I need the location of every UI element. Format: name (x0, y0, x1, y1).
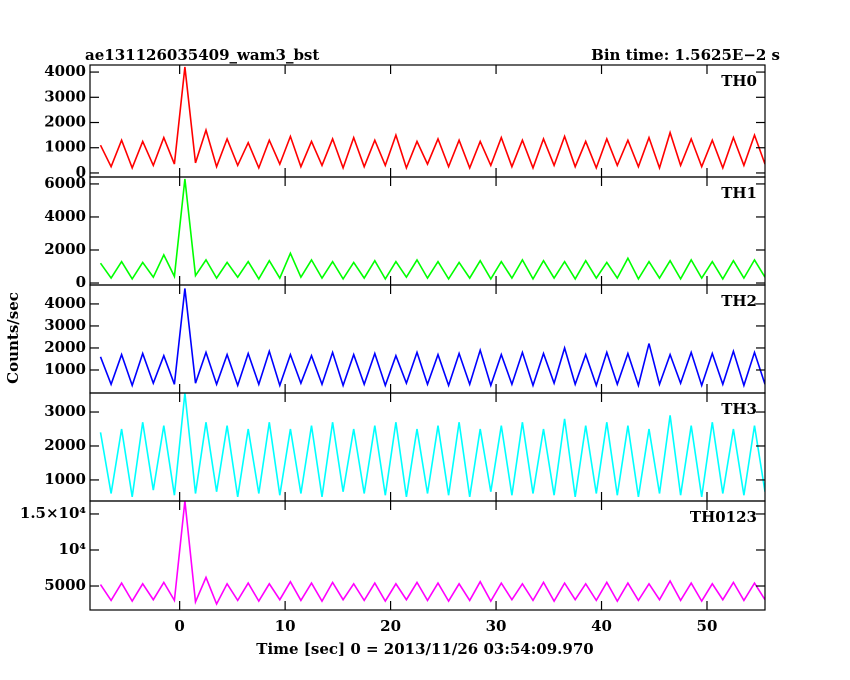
y-tick-label: 2000 (44, 338, 86, 356)
y-tick-label: 2000 (44, 436, 86, 454)
x-tick-label: 50 (697, 617, 718, 635)
y-tick-label: 3000 (44, 316, 86, 334)
x-tick-label: 0 (174, 617, 184, 635)
y-tick-label: 2000 (44, 240, 86, 258)
y-tick-label: 0 (76, 163, 86, 181)
panel-label: TH3 (721, 400, 757, 418)
x-tick-label: 40 (591, 617, 612, 635)
panel-label: TH1 (721, 184, 757, 202)
y-tick-label: 3000 (44, 402, 86, 420)
y-tick-label: 4000 (44, 207, 86, 225)
y-tick-label: 1000 (44, 138, 86, 156)
y-tick-label: 10⁴ (59, 540, 87, 558)
panel-label: TH0 (721, 72, 757, 90)
light-curve (99, 178, 765, 281)
y-tick-label: 4000 (44, 294, 86, 312)
x-tick-label: 20 (380, 617, 401, 635)
chart-title: ae131126035409_wam3_bst (85, 46, 319, 64)
y-tick-label: 3000 (44, 87, 86, 105)
y-axis-label: Counts/sec (4, 292, 22, 384)
y-tick-label: 2000 (44, 113, 86, 131)
light-curve (99, 66, 765, 171)
light-curve (99, 501, 765, 606)
bin-time: Bin time: 1.5625E−2 s (591, 46, 780, 64)
y-tick-label: 1000 (44, 470, 86, 488)
light-curve (99, 393, 765, 498)
panel-frame (89, 500, 766, 611)
y-tick-label: 6000 (44, 174, 86, 192)
y-tick-label: 1.5×10⁴ (20, 504, 87, 522)
light-curve (99, 288, 765, 389)
panel-label: TH0123 (690, 508, 757, 526)
x-tick-label: 30 (486, 617, 507, 635)
y-tick-label: 5000 (44, 576, 86, 594)
x-tick-label: 10 (275, 617, 296, 635)
y-tick-label: 1000 (44, 360, 86, 378)
panel-label: TH2 (721, 292, 757, 310)
x-axis-label: Time [sec] 0 = 2013/11/26 03:54:09.970 (256, 640, 593, 658)
y-tick-label: 4000 (44, 62, 86, 80)
y-tick-label: 0 (76, 273, 86, 291)
